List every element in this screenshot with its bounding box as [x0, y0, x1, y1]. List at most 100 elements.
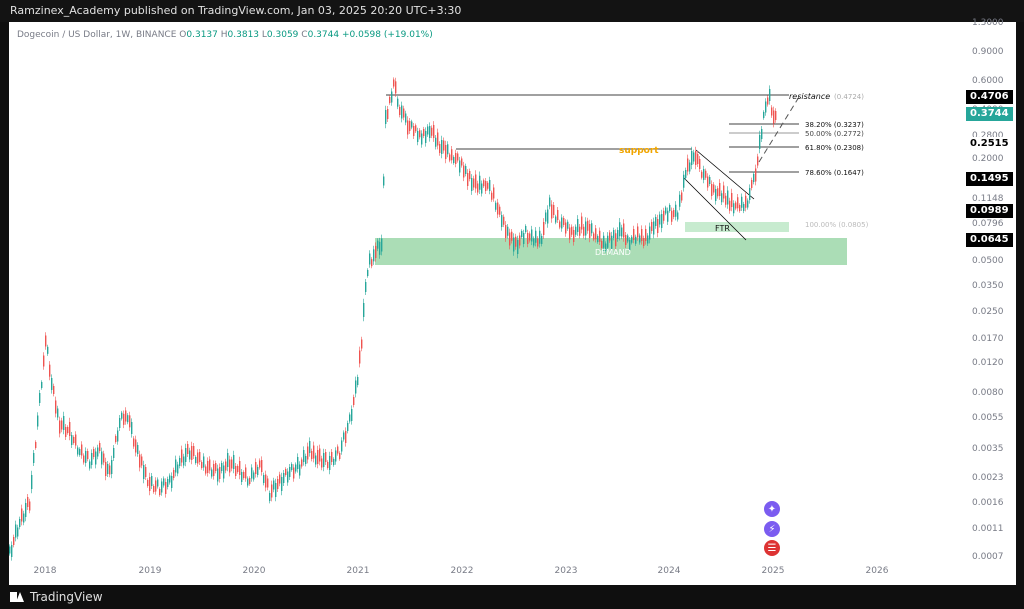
y-tick-label: 0.0250	[972, 307, 1004, 317]
candle-body	[673, 210, 675, 217]
candle-body	[215, 463, 217, 471]
candle-body	[79, 449, 81, 455]
candle-body	[255, 462, 257, 474]
candle-body	[497, 202, 499, 215]
candle-body	[655, 217, 657, 226]
lightning-icon[interactable]: ⚡	[764, 521, 780, 537]
candle-body	[653, 221, 655, 235]
candle-body	[195, 457, 197, 463]
candle-body	[129, 415, 131, 428]
candle-body	[407, 120, 409, 135]
candle-body	[227, 453, 229, 467]
candle-body	[461, 158, 463, 166]
candle-body	[373, 249, 375, 262]
candle-body	[661, 214, 663, 228]
y-tick-label: 0.0011	[972, 524, 1004, 534]
candle-body	[315, 455, 317, 465]
candle-body	[539, 230, 541, 244]
chart-area[interactable]: resistance (0.4724) support DEMAND FTR 3…	[9, 22, 1016, 585]
candle-body	[305, 456, 307, 464]
candle-body	[611, 235, 613, 249]
candle-body	[761, 129, 763, 139]
candle-body	[179, 458, 181, 466]
candles-group	[9, 77, 777, 561]
candle-body	[603, 235, 605, 248]
candle-body	[253, 472, 255, 480]
candle-body	[423, 129, 425, 136]
candle-body	[649, 226, 651, 240]
candle-body	[17, 527, 19, 537]
candle-body	[323, 453, 325, 467]
candle-body	[349, 414, 351, 422]
candle-body	[35, 442, 37, 448]
candle-body	[683, 174, 685, 188]
candle-body	[521, 231, 523, 237]
x-tick-label: 2025	[761, 566, 785, 576]
y-tick-label: 0.0350	[972, 281, 1004, 291]
candle-body	[617, 230, 619, 239]
candle-body	[439, 144, 441, 153]
candle-body	[111, 460, 113, 474]
x-tick-label: 2026	[865, 566, 889, 576]
candle-body	[657, 219, 659, 233]
candle-body	[73, 437, 75, 443]
price-chart[interactable]: resistance (0.4724) support DEMAND FTR 3…	[9, 22, 1016, 585]
candle-body	[517, 240, 519, 254]
candle-body	[561, 217, 563, 229]
candle-body	[645, 229, 647, 241]
y-tick-label: 0.0080	[972, 388, 1004, 398]
candle-body	[459, 160, 461, 173]
sparkle-icon[interactable]: ✦	[764, 501, 780, 517]
candle-body	[727, 190, 729, 205]
candle-body	[577, 219, 579, 232]
candle-body	[287, 471, 289, 483]
candle-body	[135, 439, 137, 453]
candle-body	[325, 452, 327, 462]
candle-body	[65, 427, 67, 437]
candle-body	[677, 212, 679, 220]
candle-body	[515, 236, 517, 247]
candle-body	[343, 432, 345, 440]
candle-body	[345, 431, 347, 443]
candle-body	[709, 177, 711, 184]
candle-body	[241, 472, 243, 482]
candle-body	[85, 451, 87, 463]
candle-body	[261, 460, 263, 472]
candle-body	[647, 235, 649, 244]
candle-body	[483, 180, 485, 187]
candle-body	[383, 176, 385, 186]
candle-body	[601, 241, 603, 248]
us-flag-icon[interactable]: ☰	[764, 540, 780, 556]
candle-body	[443, 140, 445, 151]
candle-body	[387, 109, 389, 119]
candle-body	[613, 230, 615, 238]
candle-body	[543, 222, 545, 235]
candle-body	[115, 436, 117, 442]
candle-body	[103, 453, 105, 463]
candle-body	[729, 200, 731, 211]
candle-body	[511, 231, 513, 241]
candle-body	[541, 236, 543, 244]
candle-body	[583, 226, 585, 236]
candle-body	[641, 229, 643, 241]
tradingview-brand[interactable]: TradingView	[10, 590, 103, 604]
candle-body	[663, 210, 665, 221]
candle-body	[11, 545, 13, 557]
candle-body	[139, 454, 141, 468]
candle-body	[529, 233, 531, 241]
candle-body	[487, 182, 489, 189]
candle-body	[687, 158, 689, 172]
candle-body	[275, 483, 277, 497]
candle-body	[109, 465, 111, 475]
candle-body	[333, 459, 335, 465]
candle-body	[283, 473, 285, 483]
candle-body	[143, 465, 145, 479]
change-value: +0.0598 (+19.01%)	[341, 30, 433, 40]
candle-body	[173, 470, 175, 478]
candle-body	[307, 446, 309, 460]
candle-body	[277, 479, 279, 489]
candle-body	[151, 476, 153, 486]
x-tick-label: 2018	[33, 566, 57, 576]
candle-body	[589, 224, 591, 238]
candle-body	[731, 193, 733, 207]
